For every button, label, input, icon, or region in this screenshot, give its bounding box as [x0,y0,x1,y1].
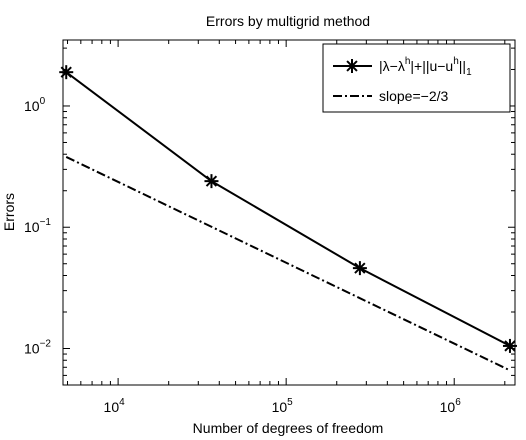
y-tick-label: 100 [24,96,46,114]
legend-part: |+||u−u [410,58,453,74]
legend-part: |λ−λ [379,58,405,74]
asterisk-stroke [60,66,72,78]
legend-error-label: |λ−λh|+||u−uh||1 [379,56,472,78]
error-series-line [65,71,511,347]
asterisk-stroke [346,60,358,72]
data-point-marker [204,174,219,189]
x-tick-exponent: 6 [455,397,461,408]
y-tick-label: 10−2 [24,338,51,356]
legend-subscript: 1 [466,67,472,78]
series-layer [59,65,517,372]
data-point-marker [502,338,517,353]
y-tick-exponent: 0 [40,96,46,107]
legend-slope-label: slope=−2/3 [379,88,448,104]
x-tick-label: 106 [440,397,462,415]
y-tick-base: 10 [24,98,40,114]
chart-title: Errors by multigrid method [206,13,370,29]
y-tick-base: 10 [24,340,40,356]
y-tick-base: 10 [24,219,40,235]
legend-superscript: h [453,56,459,67]
x-axis-label: Number of degrees of freedom [193,420,384,436]
asterisk-stroke [354,262,366,274]
x-tick-exponent: 4 [119,397,125,408]
x-tick-base: 10 [440,399,456,415]
y-tick-exponent: −1 [40,217,52,228]
x-tick-exponent: 5 [287,397,293,408]
legend-box [322,43,511,113]
slope-reference-line [65,156,511,372]
x-tick-label: 105 [272,397,294,415]
data-point-marker [352,261,367,276]
x-tick-label: 104 [104,397,126,415]
legend-asterisk-marker [345,59,359,73]
y-axis-label: Errors [1,193,17,231]
legend-superscript: h [405,56,411,67]
x-tick-base: 10 [272,399,288,415]
y-tick-exponent: −2 [40,338,52,349]
plot-area [62,39,516,386]
legend-part: || [459,58,466,74]
x-tick-base: 10 [104,399,120,415]
y-tick-label: 10−1 [24,217,51,235]
data-point-marker [59,65,74,80]
asterisk-stroke [205,175,218,187]
asterisk-stroke [504,340,516,352]
